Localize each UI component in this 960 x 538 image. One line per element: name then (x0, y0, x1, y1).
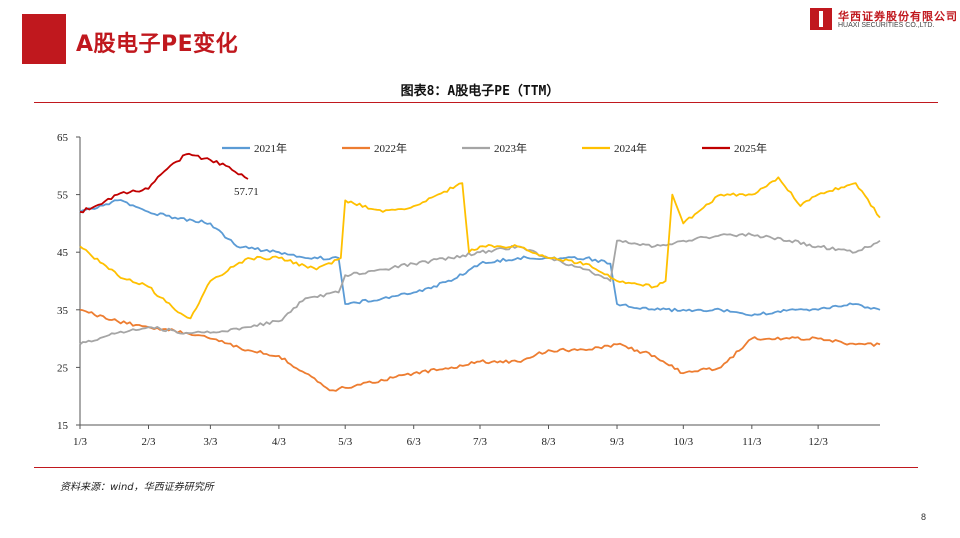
legend-label: 2021年 (254, 141, 287, 155)
y-tick-label: 35 (57, 305, 69, 317)
x-tick-label: 3/3 (203, 436, 218, 448)
x-tick-label: 6/3 (407, 436, 422, 448)
chart-title: 图表8：A股电子PE（TTM） (400, 84, 560, 99)
y-tick-label: 45 (57, 247, 69, 259)
legend-label: 2024年 (614, 141, 647, 155)
series-line-2021年 (79, 199, 881, 317)
logo-company-name-en: HUAXI SECURITIES CO.,LTD. (838, 22, 935, 29)
source-note: 资料来源：wind，华西证券研究所 (60, 482, 214, 493)
huaxi-logo-icon (810, 8, 832, 30)
x-tick-label: 7/3 (473, 436, 488, 448)
x-tick-label: 1/3 (73, 436, 88, 448)
y-tick-label: 15 (57, 420, 69, 432)
legend-label: 2023年 (494, 141, 527, 155)
page-number: 8 (920, 512, 926, 522)
series-line-2022年 (79, 308, 881, 392)
legend-label: 2022年 (374, 141, 407, 155)
x-tick-label: 12/3 (808, 436, 828, 448)
y-tick-label: 65 (57, 132, 69, 144)
series-line-2025年 (79, 152, 249, 214)
x-tick-label: 2/3 (141, 436, 156, 448)
y-tick-label: 55 (57, 190, 69, 202)
series-line-2023年 (79, 232, 881, 346)
x-tick-label: 5/3 (338, 436, 353, 448)
x-tick-label: 11/3 (742, 436, 762, 448)
footer-divider (34, 467, 918, 468)
x-tick-label: 8/3 (541, 436, 556, 448)
title-divider (34, 102, 938, 103)
x-tick-label: 9/3 (610, 436, 625, 448)
header-accent-bar (22, 14, 66, 64)
x-tick-label: 4/3 (272, 436, 287, 448)
page-title: A股电子PE变化 (76, 32, 239, 57)
legend-label: 2025年 (734, 141, 767, 155)
y-tick-label: 25 (57, 362, 69, 374)
annotation-label: 57.71 (234, 186, 259, 198)
x-tick-label: 10/3 (674, 436, 694, 448)
series-line-2024年 (79, 176, 881, 320)
logo-company-name: 华西证券股份有限公司 (838, 10, 958, 23)
